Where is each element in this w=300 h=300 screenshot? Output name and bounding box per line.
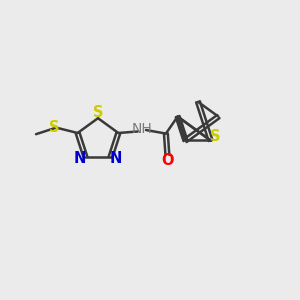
Text: S: S — [210, 129, 220, 144]
Text: N: N — [110, 151, 122, 166]
Text: S: S — [93, 105, 103, 120]
Text: S: S — [50, 120, 60, 135]
Text: N: N — [74, 151, 86, 166]
Text: NH: NH — [131, 122, 152, 136]
Text: O: O — [161, 153, 174, 168]
